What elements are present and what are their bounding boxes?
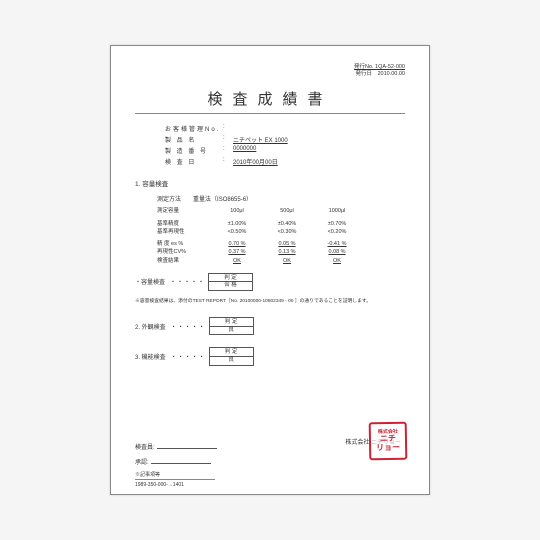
info-label: 製 造 番 号 [165, 146, 223, 155]
approver-line [151, 463, 211, 464]
cell: ±0.70% [312, 220, 362, 228]
issue-date: 2010.00.00 [377, 71, 405, 77]
info-label: 検 査 日 [165, 157, 223, 166]
section-function: 3. 機能検査 ・・・・・ 判 定 良 [135, 347, 405, 365]
notes-label: ※記事項等 [135, 471, 160, 478]
verdict-header: 判 定 [210, 349, 253, 357]
col-header: 1000μl [312, 207, 362, 215]
volume-note: ※容量検査結果は、添付のTEST REPORT［No. 20100000-108… [135, 299, 405, 305]
section-heading: 3. 機能検査 [135, 352, 166, 361]
row-label: 検査結果 [157, 257, 212, 265]
cell: <0.50% [212, 228, 262, 236]
inspection-certificate: 発行No. 1QA-52-000 発行日 2010.00.00 検査成績書 お客… [110, 45, 430, 495]
info-label: お客様管理No. [165, 124, 223, 133]
section-heading: 1. 容量検査 [135, 178, 405, 188]
volume-verdict-box: 判 定 合 格 [208, 273, 253, 291]
dots: ・・・・・ [171, 352, 206, 361]
col-header: 100μl [212, 207, 262, 215]
cell: 0.13 % [262, 248, 312, 256]
verdict-header: 判 定 [210, 319, 253, 327]
method-value: 重量法（ISO8655-6） [193, 197, 252, 203]
section-appearance: 2. 外観検査 ・・・・・ 判 定 良 [135, 317, 405, 335]
info-label: 製 品 名 [165, 135, 223, 144]
cell: ±1.00% [212, 220, 262, 228]
cell: <0.20% [312, 228, 362, 236]
dots: ・・・・・ [170, 277, 205, 286]
section-volume: 1. 容量検査 測定方法 重量法（ISO8655-6） 測定容量 100μl 5… [135, 178, 405, 305]
info-value: 0000000 [233, 146, 323, 155]
info-value: 2010年00月00日 [233, 157, 323, 166]
vol-label: 測定容量 [157, 207, 212, 215]
approver-label: 承認: [135, 460, 149, 466]
row-label: 基準精度 [157, 220, 212, 228]
cell: OK [212, 257, 262, 265]
cell: -0.41 % [312, 240, 362, 248]
cell: OK [312, 257, 362, 265]
cell: ±0.40% [262, 220, 312, 228]
section-heading: 2. 外観検査 [135, 322, 166, 331]
method-label: 測定方法 [157, 197, 181, 203]
function-verdict-box: 判 定 良 [209, 347, 254, 365]
inspector-label: 検査員: [135, 445, 155, 451]
footer-code: 1989-350-000-→1401 [135, 479, 215, 488]
document-title: 検査成績書 [135, 88, 405, 109]
cell: 0.70 % [212, 240, 262, 248]
row-label: 基準再現性 [157, 228, 212, 236]
volume-verdict-label: ・容量検査 [135, 277, 165, 286]
cell: <0.30% [262, 228, 312, 236]
product-info: お客様管理No.: 製 品 名:ニチペット EX 1000 製 造 番 号:00… [165, 124, 405, 166]
inspector-line [157, 448, 217, 449]
cell: 0.05 % [262, 240, 312, 248]
info-value [233, 124, 323, 133]
appearance-verdict-box: 判 定 良 [209, 317, 254, 335]
cell: 0.37 % [212, 248, 262, 256]
info-value: ニチペット EX 1000 [233, 135, 323, 144]
measurement-table: 測定容量 100μl 500μl 1000μl 基準精度±1.00%±0.40%… [157, 207, 405, 265]
cell: OK [262, 257, 312, 265]
issue-date-label: 発行日 [355, 71, 372, 77]
verdict-value: 合 格 [209, 282, 252, 289]
header-right: 発行No. 1QA-52-000 発行日 2010.00.00 [135, 64, 405, 78]
row-label: 精 度 es % [157, 240, 212, 248]
verdict-value: 良 [210, 357, 253, 364]
title-rule [135, 113, 405, 114]
col-header: 500μl [262, 207, 312, 215]
dots: ・・・・・ [171, 322, 206, 331]
row-label: 再現性CV% [157, 248, 212, 256]
doc-no: 1QA-52-000 [375, 64, 405, 70]
verdict-value: 良 [210, 327, 253, 334]
cell: 0.08 % [312, 248, 362, 256]
signature-area: 検査員: 承認: [135, 436, 405, 466]
doc-no-label: 発行No. [354, 64, 374, 70]
